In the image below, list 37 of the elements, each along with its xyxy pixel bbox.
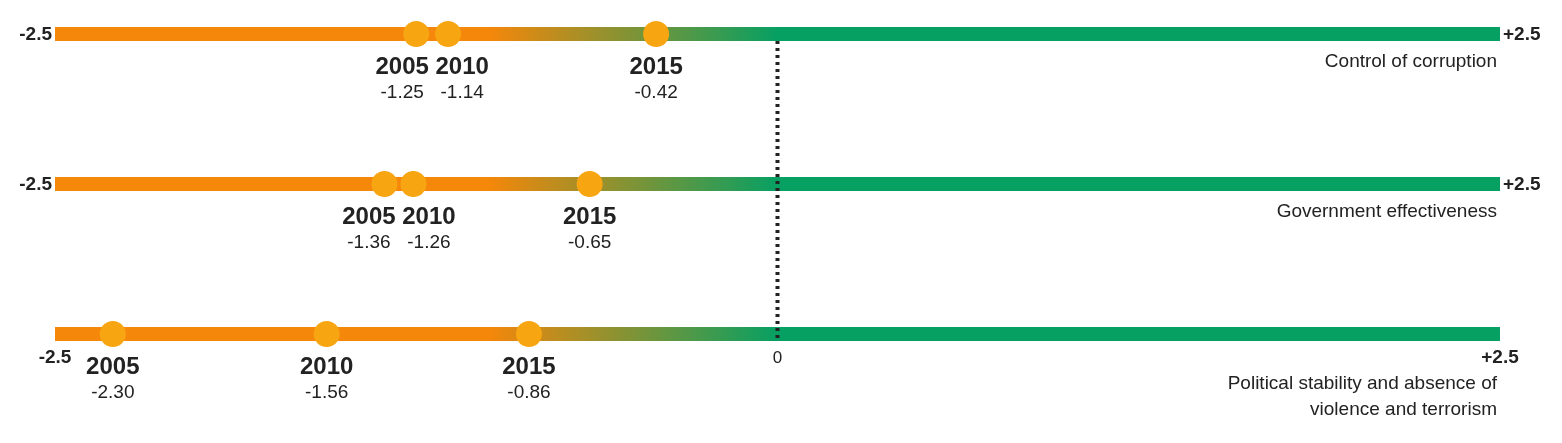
- point: [313, 321, 340, 347]
- text: 2010: [435, 51, 489, 79]
- data-label: -1.26: [407, 231, 451, 253]
- text: 2005: [375, 51, 429, 79]
- text: +2.5: [1503, 173, 1541, 195]
- y-tick-label: Control of corruption: [1324, 50, 1497, 72]
- x-tick-label: -2.5: [38, 346, 72, 368]
- data-label: -0.86: [507, 381, 551, 403]
- x-tick-label: +2.5: [1481, 346, 1520, 368]
- point: [515, 321, 542, 347]
- point: [403, 21, 430, 47]
- data-label: -1.14: [440, 81, 485, 103]
- point: [643, 21, 670, 47]
- data-label: -1.25: [380, 81, 424, 103]
- x-tick-label: 0: [772, 347, 783, 367]
- text: -2.5: [19, 23, 52, 45]
- text: 2005: [86, 351, 140, 379]
- data-label: -0.65: [567, 231, 612, 253]
- series-label: 2015: [629, 51, 683, 79]
- point: [99, 321, 126, 347]
- data-label: -1.36: [347, 231, 391, 253]
- data-label: -0.42: [634, 81, 678, 103]
- point: [576, 171, 603, 197]
- text: 2010: [299, 351, 354, 379]
- series-label: 2005: [342, 201, 396, 229]
- y-tick-label: Government effectiveness: [1276, 200, 1497, 222]
- text: 2015: [502, 351, 556, 379]
- series-label: 2010: [402, 201, 456, 229]
- text: 2015: [562, 201, 617, 229]
- text: -2.5: [19, 173, 52, 195]
- data-label: -1.56: [305, 381, 349, 403]
- point: [371, 171, 398, 197]
- text: +2.5: [1503, 23, 1541, 45]
- point: [435, 21, 462, 47]
- data-label: -2.30: [91, 381, 135, 403]
- point: [400, 171, 427, 197]
- y-tick-label: Political stability and absence of violence and terrorism: [1227, 372, 1498, 420]
